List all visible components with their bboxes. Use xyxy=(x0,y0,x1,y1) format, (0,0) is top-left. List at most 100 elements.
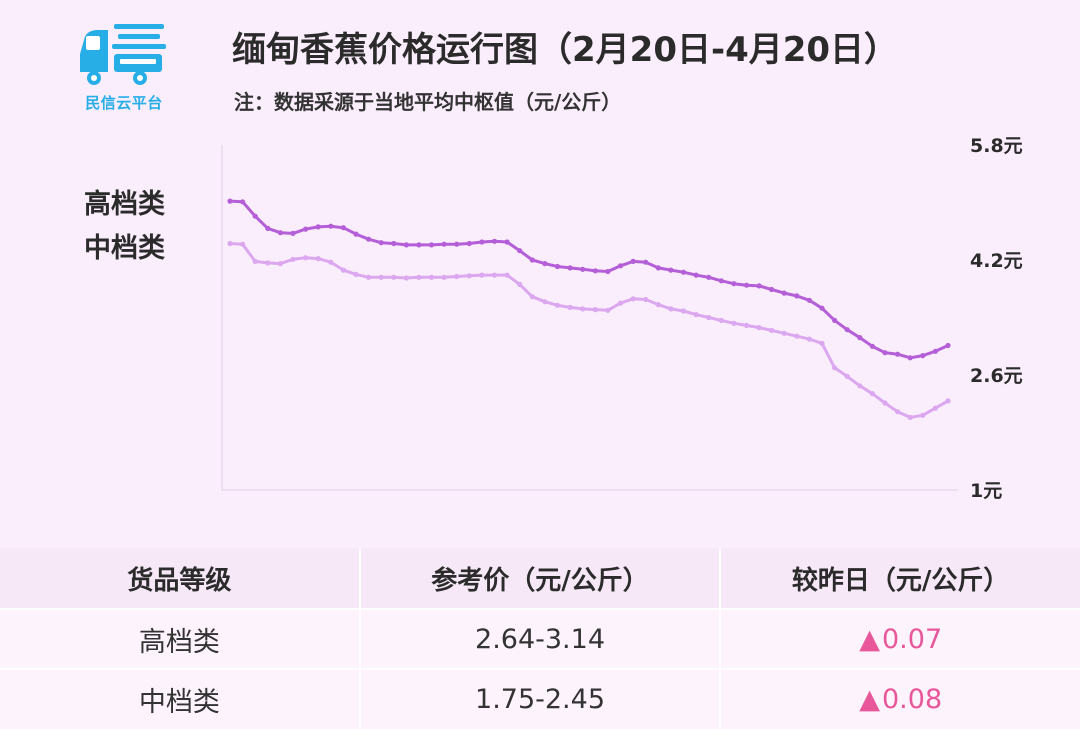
data-point xyxy=(340,225,346,231)
data-point xyxy=(466,240,472,247)
chart-axes xyxy=(221,145,958,491)
data-point xyxy=(441,241,447,247)
data-point xyxy=(592,268,598,274)
up-arrow-icon: ▲ xyxy=(859,684,880,715)
table-header-row: 货品等级 参考价（元/公斤） 较昨日（元/公斤） xyxy=(0,548,1080,608)
data-point xyxy=(428,274,435,280)
logo: 民信云平台 xyxy=(74,20,174,112)
data-point xyxy=(945,342,951,349)
data-point xyxy=(857,335,863,341)
data-point xyxy=(945,398,951,404)
data-point xyxy=(567,265,573,271)
data-point xyxy=(529,257,535,263)
data-point xyxy=(391,240,397,247)
data-point xyxy=(643,259,649,265)
data-point xyxy=(416,242,422,248)
data-point xyxy=(391,274,397,280)
data-point xyxy=(932,348,939,354)
data-point xyxy=(315,224,321,230)
data-point xyxy=(366,274,372,280)
data-point xyxy=(353,271,359,277)
y-tick-label: 1元 xyxy=(970,480,1002,502)
data-point xyxy=(353,231,359,237)
data-point xyxy=(743,282,750,288)
change-value: 0.07 xyxy=(882,623,943,655)
up-arrow-icon: ▲ xyxy=(859,623,880,655)
data-point xyxy=(895,351,901,357)
data-point xyxy=(769,327,775,333)
data-point xyxy=(844,373,850,379)
chart-series xyxy=(227,198,951,420)
table-row: 高档类 2.64-3.14 ▲ 0.07 xyxy=(0,608,1080,668)
data-point xyxy=(303,226,309,232)
change-cell: ▲ 0.07 xyxy=(719,610,1080,668)
data-point xyxy=(869,343,876,349)
page-title: 缅甸香蕉价格运行图（2月20日-4月20日） xyxy=(232,30,899,70)
change-value: 0.08 xyxy=(882,684,943,715)
data-point xyxy=(718,317,724,323)
data-point xyxy=(403,275,409,281)
data-point xyxy=(895,409,901,415)
data-point xyxy=(806,336,813,342)
data-point xyxy=(781,290,787,296)
data-point xyxy=(567,304,573,310)
data-point xyxy=(680,269,687,275)
data-point xyxy=(517,248,523,254)
data-point xyxy=(290,230,296,236)
grade-cell: 中档类 xyxy=(138,687,220,718)
data-point xyxy=(542,299,548,305)
grade-cell: 高档类 xyxy=(138,626,220,658)
data-point xyxy=(403,242,409,248)
data-point xyxy=(882,350,888,356)
data-point xyxy=(491,238,498,244)
data-point xyxy=(857,383,863,389)
change-cell: ▲ 0.08 xyxy=(719,670,1080,729)
data-point xyxy=(252,258,258,264)
data-point xyxy=(441,274,447,280)
data-point xyxy=(819,305,825,311)
data-point xyxy=(340,267,346,273)
data-point xyxy=(718,278,724,284)
data-point xyxy=(832,317,838,323)
data-point xyxy=(290,256,296,262)
data-point xyxy=(227,198,233,204)
data-point xyxy=(756,283,762,289)
data-point xyxy=(806,297,813,303)
data-point xyxy=(554,263,561,270)
data-point xyxy=(769,286,775,293)
data-point xyxy=(378,240,384,246)
legend-mid-grade: 中档类 xyxy=(84,233,165,264)
data-point xyxy=(756,325,762,331)
data-point xyxy=(504,272,510,278)
data-point xyxy=(240,199,246,205)
data-point xyxy=(479,272,485,278)
data-point xyxy=(781,330,787,336)
price-cell: 2.64-3.14 xyxy=(358,610,720,668)
data-point xyxy=(920,412,926,418)
data-point xyxy=(832,365,838,371)
page-subtitle: 注：数据采源于当地平均中枢值（元/公斤） xyxy=(234,90,622,114)
data-point xyxy=(920,353,926,359)
data-point xyxy=(605,268,611,275)
logo-text: 民信云平台 xyxy=(85,94,163,112)
data-point xyxy=(580,266,586,272)
data-point xyxy=(416,274,422,280)
data-point xyxy=(303,255,309,261)
data-point xyxy=(655,302,661,308)
data-point xyxy=(580,306,586,312)
data-point xyxy=(731,281,737,287)
data-point xyxy=(617,300,624,306)
data-point xyxy=(517,281,523,287)
y-tick-label: 5.8元 xyxy=(970,135,1023,157)
header-change: 较昨日（元/公斤） xyxy=(719,548,1080,608)
data-point xyxy=(706,314,712,321)
data-point xyxy=(277,230,283,236)
data-point xyxy=(819,340,825,346)
data-point xyxy=(869,391,876,397)
data-point xyxy=(227,240,233,247)
series-line-high-grade xyxy=(229,199,949,360)
data-point xyxy=(454,241,460,247)
data-point xyxy=(240,241,246,247)
data-point xyxy=(643,296,649,303)
price-table: 货品等级 参考价（元/公斤） 较昨日（元/公斤） 高档类 2.64-3.14 ▲… xyxy=(0,548,1080,729)
